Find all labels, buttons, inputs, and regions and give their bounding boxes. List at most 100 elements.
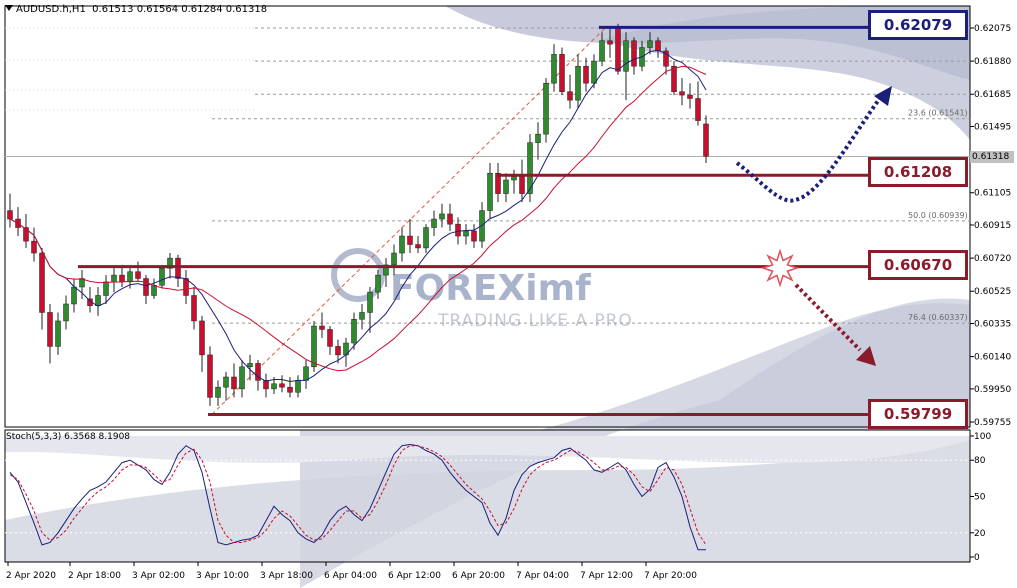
time-tick-label: 7 Apr 04:00 <box>516 571 569 581</box>
candle-body <box>111 274 117 283</box>
time-tick-label: 6 Apr 04:00 <box>324 571 377 581</box>
candle-body <box>583 65 589 84</box>
candle-body <box>271 383 277 390</box>
ma-fast-line <box>9 49 707 383</box>
candle-body <box>127 271 133 283</box>
candle-body <box>495 172 501 194</box>
candle-body <box>319 325 325 330</box>
candle-body <box>535 133 541 143</box>
price-tick-label: 0.61685 <box>974 90 1011 100</box>
price-tick-label: 0.60335 <box>974 320 1011 330</box>
stoch-tick-label: 50 <box>974 493 986 503</box>
price-tick-label: 0.61880 <box>974 57 1011 67</box>
symbol-label: AUDUSD.h,H1 <box>16 4 86 15</box>
candle-body <box>455 223 461 237</box>
candle-body <box>55 320 61 347</box>
candle-body <box>263 380 269 390</box>
fib-label: 23.6 (0.61541) <box>908 109 968 118</box>
stoch-k-line <box>9 443 706 551</box>
stoch-tick-label: 100 <box>974 432 991 442</box>
candle-body <box>287 386 293 393</box>
stoch-tick-label: 20 <box>974 529 986 539</box>
price-tick-label: 0.60915 <box>974 221 1011 231</box>
price-level-box: 0.59799 <box>868 399 968 429</box>
time-tick-label: 2 Apr 2020 <box>6 571 56 581</box>
candle-body <box>647 40 653 48</box>
candle-body <box>39 252 45 313</box>
candle-body <box>511 176 517 181</box>
price-tick-label: 0.60140 <box>974 353 1011 363</box>
fib-label: 76.4 (0.60337) <box>908 313 968 322</box>
candle-body <box>703 123 709 157</box>
candle-body <box>311 325 317 368</box>
arrow-head-up-icon <box>874 86 892 106</box>
candle-body <box>239 366 245 390</box>
ma-slow-line <box>9 65 707 372</box>
candle-body <box>519 176 525 194</box>
arrow-head-down-icon <box>856 346 876 366</box>
time-tick-label: 2 Apr 18:00 <box>68 571 121 581</box>
candle-body <box>63 303 69 322</box>
candle-body <box>367 291 373 313</box>
candle-body <box>695 98 701 121</box>
band-bottom-dark <box>540 303 970 430</box>
candle-body <box>503 179 509 194</box>
candle-body <box>615 26 621 72</box>
time-tick-label: 3 Apr 02:00 <box>132 571 185 581</box>
price-tick-label: 0.61495 <box>974 123 1011 133</box>
candle-body <box>559 54 565 92</box>
time-tick-label: 3 Apr 10:00 <box>196 571 249 581</box>
stoch-tick-label: 80 <box>974 456 986 466</box>
candle-body <box>551 54 557 84</box>
candle-body <box>671 65 677 92</box>
candle-body <box>199 320 205 356</box>
candle-body <box>391 252 397 266</box>
candle-body <box>687 94 693 99</box>
price-tick-label: 0.59755 <box>974 418 1011 428</box>
price-grid <box>5 27 255 111</box>
price-level-box: 0.62079 <box>868 10 968 40</box>
candle-body <box>47 312 53 347</box>
watermark-tagline: TRADING LIKE A PRO <box>437 311 633 331</box>
price-tick-label: 0.59950 <box>974 385 1011 395</box>
candle-body <box>255 363 261 381</box>
watermark-logo-icon <box>331 248 385 302</box>
candle-body <box>567 91 573 101</box>
candle-body <box>135 271 141 279</box>
price-tick-label: 0.60720 <box>974 254 1011 264</box>
candle-body <box>407 235 413 245</box>
candle-body <box>415 244 421 249</box>
candle-body <box>119 274 125 283</box>
candle-body <box>623 40 629 72</box>
candle-body <box>423 227 429 249</box>
time-tick-label: 7 Apr 12:00 <box>580 571 633 581</box>
time-tick-label: 7 Apr 20:00 <box>644 571 697 581</box>
stoch-tick-label: 0 <box>974 553 980 563</box>
current-price-tag: 0.61318 <box>970 150 1014 163</box>
candle-body <box>599 40 605 62</box>
candle-body <box>383 264 389 276</box>
watermark-brand: FOREXimf <box>390 268 591 309</box>
price-level-box: 0.61208 <box>868 157 968 187</box>
candle-body <box>215 386 221 398</box>
candle-body <box>327 329 333 347</box>
candle-body <box>631 40 637 67</box>
candle-body <box>7 210 13 220</box>
candle-body <box>151 285 157 296</box>
candle-body <box>303 366 309 381</box>
band-stoch <box>5 440 970 562</box>
candle-body <box>95 295 101 306</box>
symbol-header: AUDUSD.h,H1 0.61513 0.61564 0.61284 0.61… <box>5 4 267 15</box>
candle-body <box>439 213 445 220</box>
price-tick-label: 0.61105 <box>974 189 1011 199</box>
stoch-lines <box>5 443 970 551</box>
bullish-projection-arrow <box>735 96 882 203</box>
candle-body <box>463 230 469 237</box>
time-tick-label: 6 Apr 20:00 <box>452 571 505 581</box>
candle-body <box>591 60 597 84</box>
candle-body <box>207 354 213 398</box>
candle-body <box>103 281 109 296</box>
candle-body <box>79 278 85 288</box>
fib-label: 50.0 (0.60939) <box>908 211 968 220</box>
